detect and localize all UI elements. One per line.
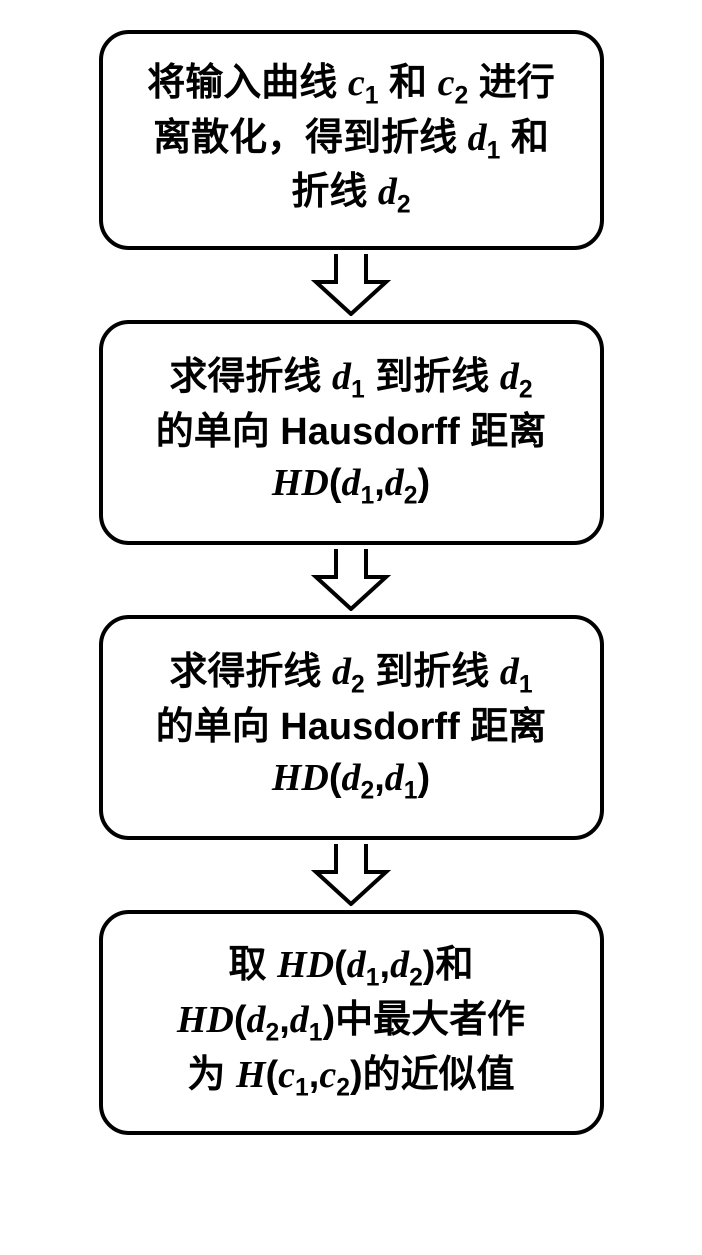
box-2-text: 求得折线 d1 到折线 d2的单向 Hausdorff 距离HD(d1,d2) [156,352,547,513]
arrow-2 [306,549,396,611]
arrow-1 [306,254,396,316]
box-4-text: 取 HD(d1,d2)和HD(d2,d1)中最大者作为 H(c1,c2)的近似值 [177,940,525,1105]
flowchart-box-2: 求得折线 d1 到折线 d2的单向 Hausdorff 距离HD(d1,d2) [99,320,604,545]
flowchart-box-4: 取 HD(d1,d2)和HD(d2,d1)中最大者作为 H(c1,c2)的近似值 [99,910,604,1135]
flowchart-box-1: 将输入曲线 c1 和 c2 进行离散化，得到折线 d1 和折线 d2 [99,30,604,250]
box-3-text: 求得折线 d2 到折线 d1的单向 Hausdorff 距离HD(d2,d1) [156,647,547,808]
arrow-3 [306,844,396,906]
flowchart-box-3: 求得折线 d2 到折线 d1的单向 Hausdorff 距离HD(d2,d1) [99,615,604,840]
box-1-text: 将输入曲线 c1 和 c2 进行离散化，得到折线 d1 和折线 d2 [147,58,554,223]
